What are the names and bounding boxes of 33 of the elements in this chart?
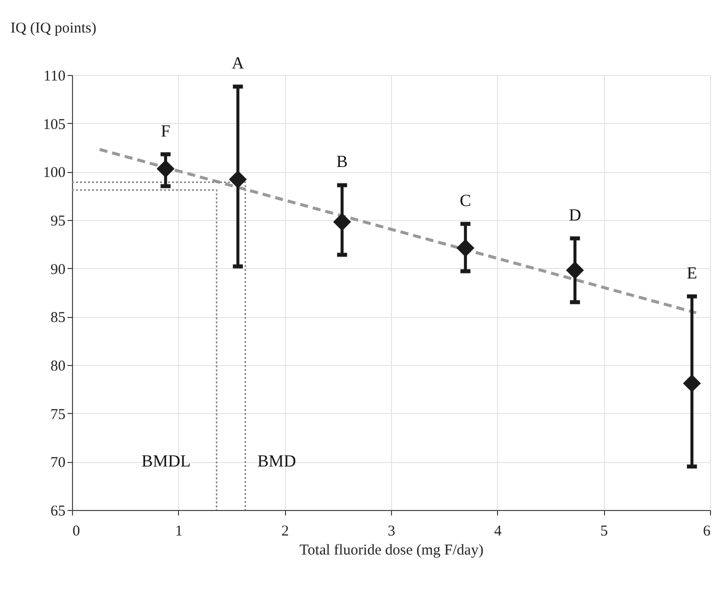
y-tick-label: 85 — [50, 310, 66, 326]
x-tick-label: 5 — [600, 524, 608, 540]
y-tick-label: 80 — [50, 358, 66, 374]
y-tick-label: 105 — [43, 116, 66, 133]
y-tick-label: 90 — [50, 262, 66, 278]
point — [566, 261, 584, 280]
x-tick-label: 2 — [281, 524, 289, 540]
annotation: BMDL — [141, 452, 191, 471]
y-tick-label: 75 — [50, 406, 66, 423]
annotation: BMD — [257, 452, 296, 471]
point — [156, 160, 175, 178]
point — [228, 170, 247, 188]
annotation: A — [232, 54, 245, 73]
x-tick-label: 1 — [175, 524, 183, 540]
y-axis-title: IQ (IQ points) — [10, 20, 96, 36]
x-tick-label: 4 — [494, 524, 502, 540]
y-tick-label: 65 — [50, 504, 66, 520]
x-axis-title: Total fluoride dose (mg F/day) — [300, 542, 484, 558]
annotation: C — [460, 190, 472, 210]
annotation: D — [568, 205, 582, 224]
point — [682, 374, 701, 392]
y-tick-label: 95 — [50, 214, 66, 230]
y-tick-label: 110 — [44, 68, 66, 84]
x-tick-label: 3 — [388, 524, 396, 540]
annotation: B — [336, 152, 348, 172]
y-tick-label: 100 — [43, 165, 66, 182]
annotation: E — [686, 263, 698, 282]
x-tick-label: 6 — [703, 524, 711, 540]
point — [456, 239, 474, 257]
x-tick-label: 0 — [72, 524, 80, 540]
point — [333, 212, 352, 231]
y-tick-label: 70 — [50, 455, 66, 472]
annotation: F — [160, 121, 170, 140]
